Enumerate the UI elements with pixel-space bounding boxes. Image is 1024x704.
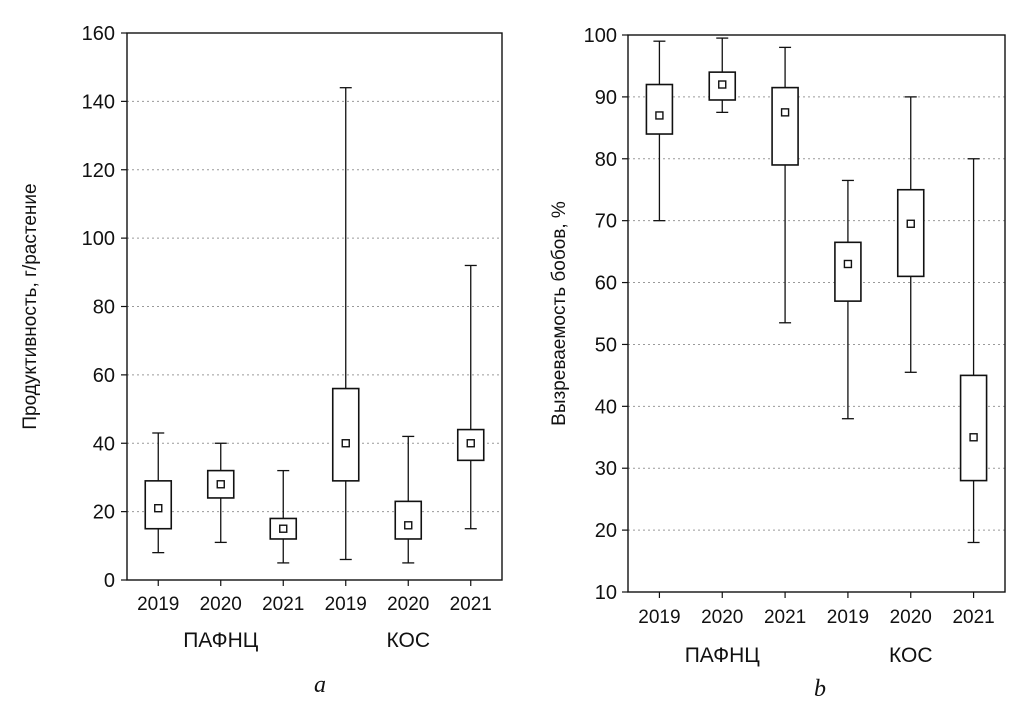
x-tick-label: 2019: [137, 594, 179, 615]
box-iqr: [645, 83, 674, 135]
plot-frame: [627, 34, 1006, 593]
median-marker: [906, 219, 915, 228]
y-tick-label: 80: [93, 297, 115, 319]
x-tick-label: 2020: [387, 594, 429, 615]
x-tick-label: 2020: [701, 607, 743, 628]
box-plot: [144, 432, 173, 554]
box-plot: [456, 264, 485, 530]
chart-panel-a: 0 20 40 60 80 100 120 140 160 2019 2020 2021 2019 202…: [20, 23, 503, 698]
x-tick-label: 2021: [952, 607, 994, 628]
y-tick-label: 40: [595, 396, 617, 418]
group-label: ПАФНЦ: [183, 629, 259, 652]
x-tick-label: 2020: [890, 607, 932, 628]
median-marker: [655, 111, 664, 120]
y-tick-label: 20: [595, 520, 617, 542]
x-tick-label: 2019: [325, 594, 367, 615]
y-tick-label: 50: [595, 334, 617, 356]
box-plot: [645, 40, 674, 222]
y-tick-label: 60: [93, 365, 115, 387]
x-tick-label: 2019: [827, 607, 869, 628]
box-plot: [834, 179, 862, 420]
y-tick-label: 10: [595, 582, 617, 604]
x-tick-label: 2021: [764, 607, 806, 628]
group-label: КОС: [387, 629, 431, 652]
y-tick-label: 60: [595, 273, 617, 295]
x-tick-label: 2021: [450, 594, 492, 615]
median-marker: [969, 433, 978, 442]
group-label: ПАФНЦ: [685, 644, 761, 667]
box-plot: [896, 96, 925, 373]
y-axis-label: Вызреваемость бобов, %: [549, 201, 570, 426]
median-marker: [404, 521, 413, 530]
median-marker: [216, 480, 225, 489]
box-plot: [771, 46, 799, 324]
box-plot: [394, 435, 423, 564]
y-tick-label: 70: [595, 211, 617, 233]
box-plot: [708, 37, 737, 114]
x-tick-label: 2021: [262, 594, 304, 615]
box-iqr: [771, 86, 799, 166]
box-iqr: [959, 374, 988, 482]
y-tick-label: 100: [82, 228, 115, 250]
median-marker: [718, 80, 727, 89]
panel-label: b: [814, 676, 826, 702]
box-plot: [269, 469, 298, 564]
median-marker: [466, 439, 475, 448]
box-iqr: [331, 387, 360, 482]
median-marker: [279, 524, 288, 533]
y-tick-label: 100: [584, 25, 617, 47]
y-tick-label: 0: [104, 570, 115, 592]
y-tick-label: 30: [595, 458, 617, 480]
box-iqr: [394, 500, 423, 540]
y-tick-label: 160: [82, 23, 115, 45]
median-marker: [780, 108, 790, 117]
chart-panel-b: 10 20 30 40 50 60 70 80 90 100 2019 2020 2021 2019 202…: [549, 25, 1006, 702]
y-tick-label: 90: [595, 87, 617, 109]
group-label: КОС: [889, 644, 933, 667]
y-tick-label: 140: [82, 91, 115, 113]
y-axis-label: Продуктивность, г/растение: [20, 183, 41, 429]
box-iqr: [896, 188, 925, 278]
median-marker: [341, 439, 350, 448]
panel-label: a: [314, 672, 326, 698]
box-plot: [206, 442, 235, 544]
median-marker: [154, 504, 163, 513]
box-plot: [331, 87, 360, 561]
y-tick-label: 20: [93, 502, 115, 524]
y-tick-label: 120: [82, 160, 115, 182]
x-tick-label: 2020: [200, 594, 242, 615]
median-marker: [843, 259, 853, 269]
box-plot: [959, 158, 988, 544]
box-iqr: [834, 241, 862, 302]
x-tick-label: 2019: [638, 607, 680, 628]
y-tick-label: 40: [93, 433, 115, 455]
y-tick-label: 80: [595, 149, 617, 171]
